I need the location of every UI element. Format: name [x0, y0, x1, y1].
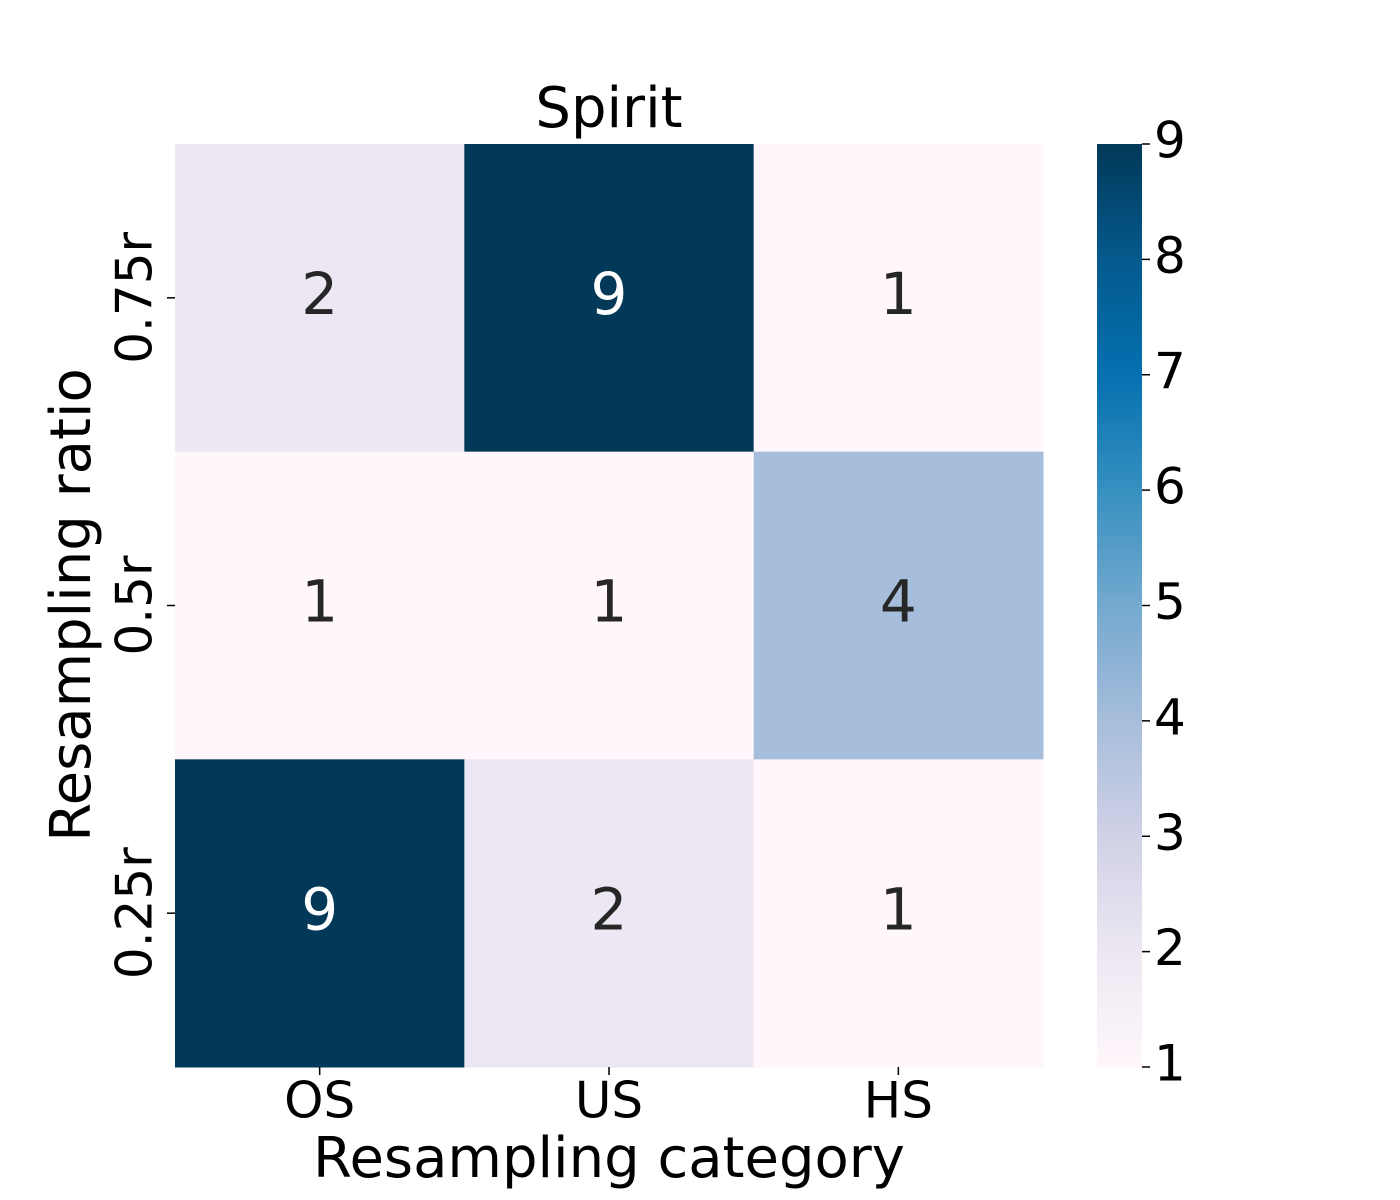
colorbar-tick-label: 5 — [1154, 573, 1186, 631]
cell-label: 4 — [880, 568, 917, 636]
heatmap-cell — [464, 144, 755, 453]
heatmap-cell — [175, 451, 465, 760]
cell-label: 1 — [301, 568, 338, 636]
cell-label: 1 — [591, 568, 628, 636]
heatmap-cell — [175, 759, 465, 1068]
colorbar-tick-label: 7 — [1154, 342, 1186, 400]
chart-title: Spirit — [535, 76, 682, 141]
cell-label: 1 — [880, 875, 917, 943]
cell-label: 1 — [880, 260, 917, 328]
y-axis-label: Resampling ratio — [39, 368, 104, 842]
heatmap-cell — [753, 759, 1044, 1068]
heatmap-cell — [464, 759, 755, 1068]
cell-label: 2 — [591, 875, 628, 943]
colorbar — [1097, 144, 1142, 1067]
y-tick-label: 0.75r — [106, 231, 164, 363]
colorbar-tick-label: 4 — [1154, 688, 1186, 746]
heatmap-cell — [175, 144, 465, 453]
x-tick-label: HS — [864, 1072, 933, 1130]
colorbar-tick-label: 9 — [1154, 112, 1186, 170]
x-tick-label: US — [575, 1072, 643, 1130]
cell-label: 2 — [301, 260, 338, 328]
colorbar-tick-label: 2 — [1154, 919, 1186, 977]
colorbar-tick-label: 6 — [1154, 458, 1186, 516]
y-tick-label: 0.25r — [106, 847, 164, 979]
y-tick-label: 0.5r — [106, 555, 164, 656]
heatmap-cell — [464, 451, 755, 760]
x-tick-label: OS — [284, 1072, 355, 1130]
cell-label: 9 — [301, 875, 338, 943]
colorbar-tick-label: 8 — [1154, 227, 1186, 285]
cell-label: 9 — [591, 260, 628, 328]
heatmap-cell — [753, 144, 1044, 453]
colorbar-tick-label: 1 — [1154, 1035, 1186, 1093]
x-axis-label: Resampling category — [313, 1126, 905, 1191]
heatmap-cell — [753, 451, 1044, 760]
colorbar-tick-label: 3 — [1154, 804, 1186, 862]
